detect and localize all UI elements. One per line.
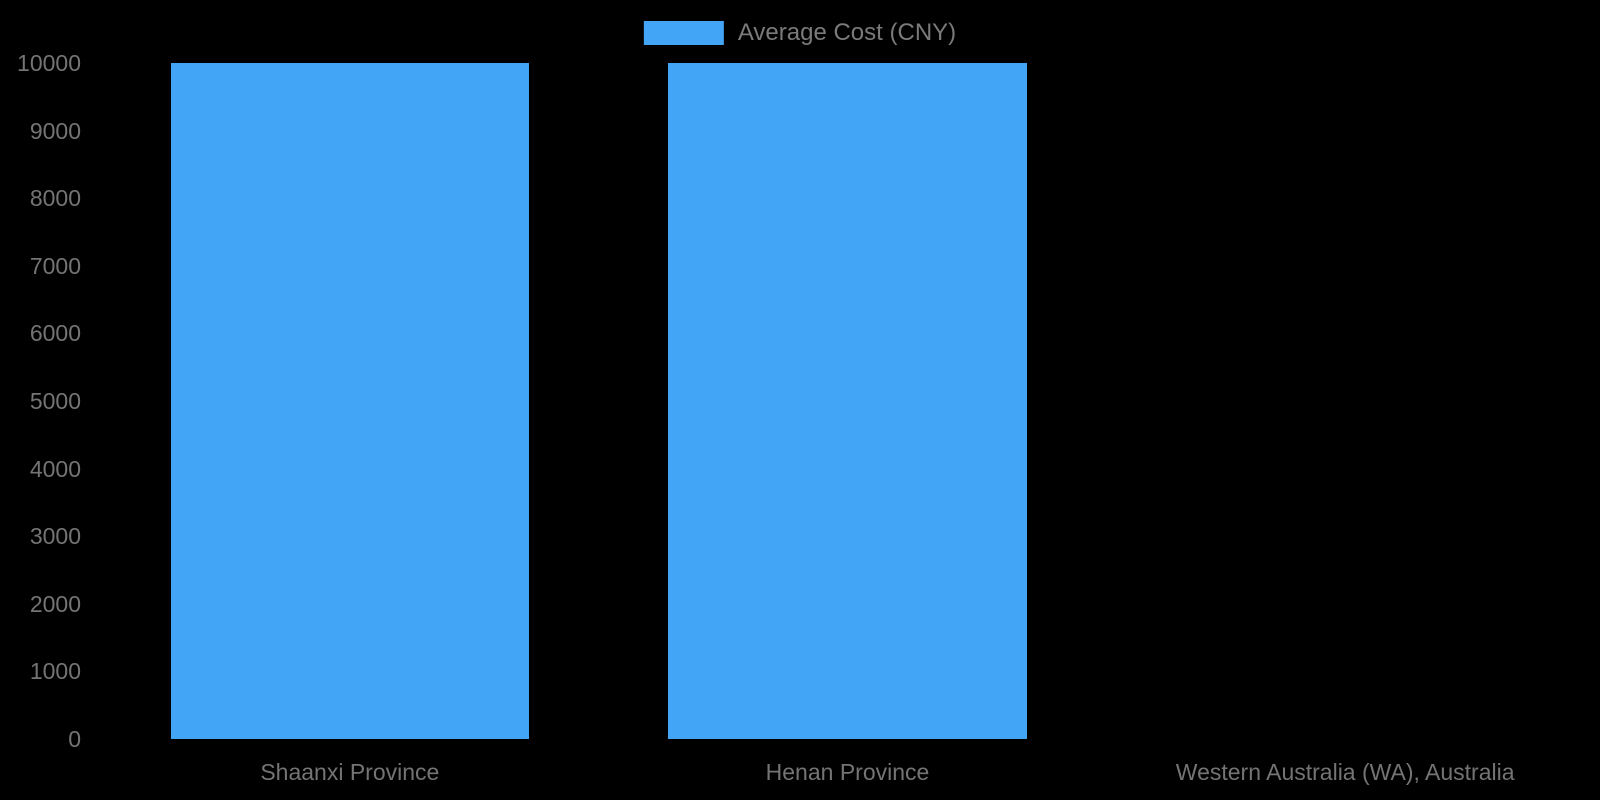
y-tick-label: 5000 — [29, 388, 81, 414]
y-tick-label: 9000 — [29, 117, 81, 144]
y-tick-label: 6000 — [29, 320, 81, 347]
bar-2 — [668, 63, 1027, 739]
y-tick-label: 1000 — [29, 658, 81, 685]
chart-legend: Average Cost (CNY) — [643, 19, 957, 47]
bar-1 — [170, 63, 529, 739]
y-tick-label: 7000 — [29, 252, 81, 279]
y-tick-label: 2000 — [29, 590, 81, 617]
legend-label: Average Cost (CNY) — [737, 19, 957, 46]
x-category-label: Henan Province — [765, 759, 930, 785]
legend-item-average-cost[interactable]: Average Cost (CNY) — [643, 19, 957, 47]
x-category-label: Shaanxi Province — [260, 759, 440, 785]
y-tick-label: 10000 — [17, 50, 81, 76]
x-category-label: Western Australia (WA), Australia — [1175, 759, 1515, 785]
y-tick-label: 8000 — [29, 185, 81, 212]
legend-swatch — [643, 21, 724, 45]
y-tick-label: 0 — [68, 726, 81, 752]
y-tick-label: 4000 — [29, 455, 81, 482]
y-tick-label: 3000 — [29, 523, 81, 550]
